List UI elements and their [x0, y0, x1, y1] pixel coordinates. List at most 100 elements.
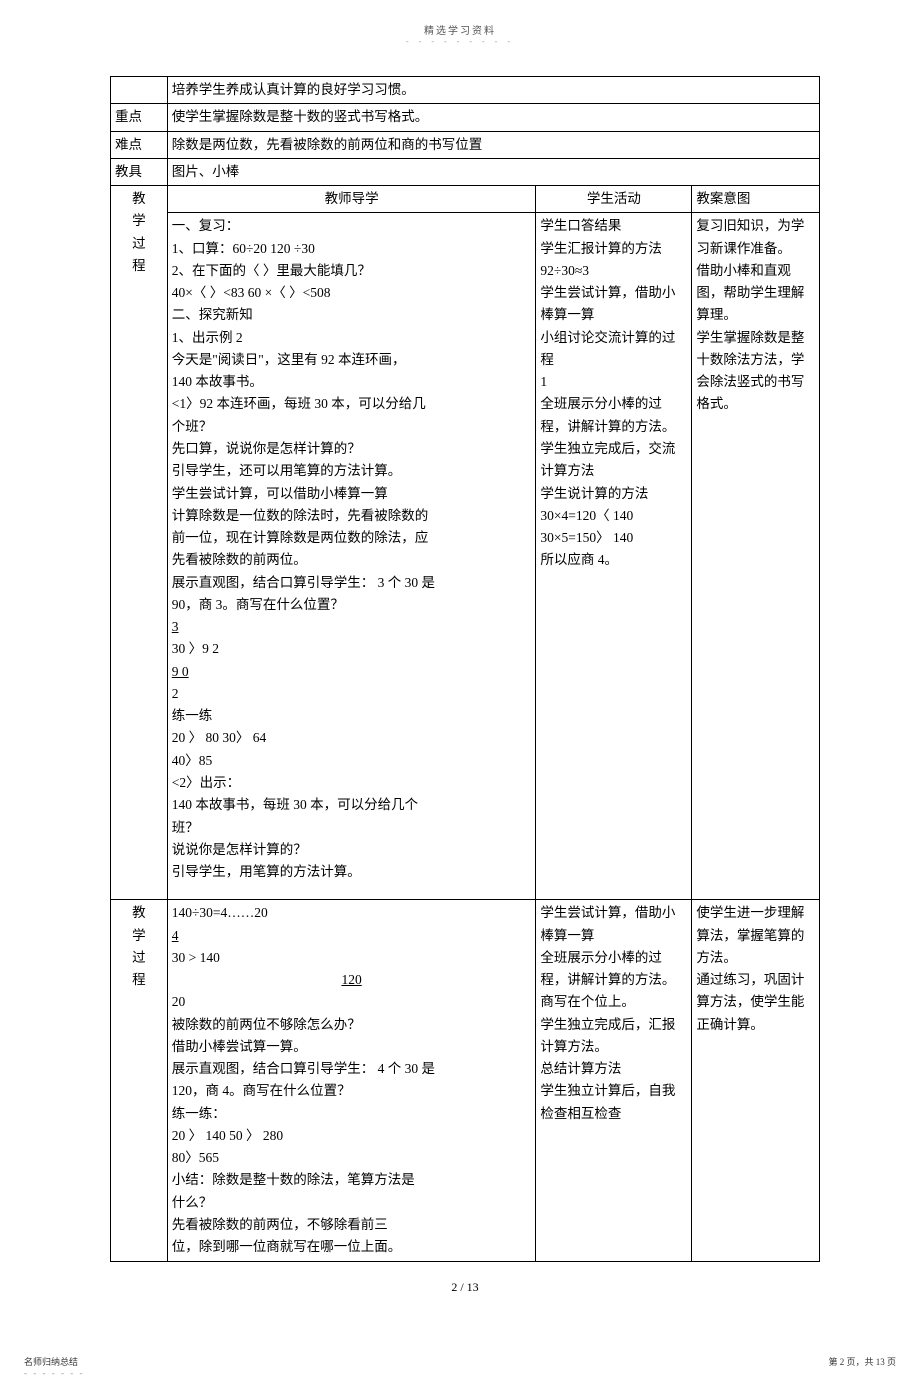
goal-label-empty	[111, 77, 168, 104]
footer-left-2: - - - - - - -	[24, 1368, 84, 1378]
intent-content-1: 复习旧知识，为学 习新课作准备。 借助小棒和直观 图，帮助学生理解 算理。 学生…	[692, 213, 820, 900]
t1-l21: 9 0	[172, 661, 532, 683]
i1-l06: 学生掌握除数是整	[696, 327, 815, 349]
s2-l05: 商写在个位上。	[540, 991, 687, 1013]
t1-l10: 个班？	[172, 416, 532, 438]
i1-l04: 图，帮助学生理解	[696, 282, 815, 304]
t1-l25: 40〉85	[172, 750, 532, 772]
t1-l11: 先口算，说说你是怎样计算的？	[172, 438, 532, 460]
t1-l20: 30 〉9 2	[172, 638, 532, 660]
i2-l02: 算法，掌握笔算的	[696, 925, 815, 947]
t2-l10: 20 〉 140 50 〉 280	[172, 1125, 532, 1147]
s1-l14: 30×4=120〈 140	[540, 505, 687, 527]
t1-l01: 一、复习：	[172, 215, 532, 237]
key-text: 使学生掌握除数是整十数的竖式书写格式。	[167, 104, 819, 131]
t1-l08: 140 本故事书。	[172, 371, 532, 393]
i2-l03: 方法。	[696, 947, 815, 969]
key-label: 重点	[111, 104, 168, 131]
s1-l15: 30×5=150〉 140	[540, 527, 687, 549]
footer-left-1: 名师归纳总结	[24, 1355, 84, 1368]
teacher-content-2: 140÷30=4……20 4 30 > 140 120 20 被除数的前两位不够…	[167, 900, 536, 1261]
i1-l09: 格式。	[696, 393, 815, 415]
lesson-plan-table: 培养学生养成认真计算的良好学习习惯。 重点 使学生掌握除数是整十数的竖式书写格式…	[110, 76, 820, 1262]
t1-l24: 20 〉 80 30〉 64	[172, 727, 532, 749]
teacher-header: 教师导学	[167, 186, 536, 213]
difficulty-row: 难点 除数是两位数，先看被除数的前两位和商的书写位置	[111, 131, 820, 158]
s1-l05: 棒算一算	[540, 304, 687, 326]
t1-l27: 140 本故事书，每班 30 本，可以分给几个	[172, 794, 532, 816]
page-number: 2 / 13	[110, 1280, 820, 1295]
t2-l03: 30 > 140	[172, 947, 532, 969]
page-container: 培养学生养成认真计算的良好学习习惯。 重点 使学生掌握除数是整十数的竖式书写格式…	[0, 76, 920, 1295]
side-label-2: 教 学 过 程	[111, 900, 168, 1261]
tool-text: 图片、小棒	[167, 158, 819, 185]
i1-l05: 算理。	[696, 304, 815, 326]
s1-l01: 学生口答结果	[540, 215, 687, 237]
t1-l09: <1〉92 本连环画，每班 30 本，可以分给几	[172, 393, 532, 415]
t1-l26: <2〉出示：	[172, 772, 532, 794]
s2-l03: 全班展示分小棒的过	[540, 947, 687, 969]
t2-l04b: 20	[172, 991, 532, 1013]
difficulty-label: 难点	[111, 131, 168, 158]
t1-l12: 引导学生，还可以用笔算的方法计算。	[172, 460, 532, 482]
s1-l07: 程	[540, 349, 687, 371]
t2-l13: 什么？	[172, 1192, 532, 1214]
i1-l07: 十数除法方法，学	[696, 349, 815, 371]
t2-l12: 小结：除数是整十数的除法，笔算方法是	[172, 1169, 532, 1191]
s1-l10: 程，讲解计算的方法。	[540, 416, 687, 438]
i2-l01: 使学生进一步理解	[696, 902, 815, 924]
page-footer: 名师归纳总结 - - - - - - - 第 2 页，共 13 页	[0, 1295, 920, 1388]
t1-l02: 1、口算：60÷20 120 ÷30	[172, 238, 532, 260]
t2-l11: 80〉565	[172, 1147, 532, 1169]
footer-left: 名师归纳总结 - - - - - - -	[24, 1355, 84, 1378]
t1-l03: 2、在下面的〈 〉里最大能填几？	[172, 260, 532, 282]
t1-l17: 展示直观图，结合口算引导学生： 3 个 30 是	[172, 572, 532, 594]
t2-l08: 120，商 4。商写在什么位置？	[172, 1080, 532, 1102]
intent-header: 教案意图	[692, 186, 820, 213]
i2-l06: 正确计算。	[696, 1014, 815, 1036]
s2-l09: 学生独立计算后，自我	[540, 1080, 687, 1102]
goal-row: 培养学生养成认真计算的良好学习习惯。	[111, 77, 820, 104]
top-header: 精选学习资料	[0, 0, 920, 37]
column-header-row: 教 学 过 程 教师导学 学生活动 教案意图	[111, 186, 820, 213]
s2-l06: 学生独立完成后，汇报	[540, 1014, 687, 1036]
t2-l09: 练一练：	[172, 1103, 532, 1125]
student-content-1: 学生口答结果 学生汇报计算的方法 92÷30≈3 学生尝试计算，借助小 棒算一算…	[536, 213, 692, 900]
t1-l16: 先看被除数的前两位。	[172, 549, 532, 571]
s2-l01: 学生尝试计算，借助小	[540, 902, 687, 924]
s1-l04: 学生尝试计算，借助小	[540, 282, 687, 304]
i1-l02: 习新课作准备。	[696, 238, 815, 260]
t1-l23: 练一练	[172, 705, 532, 727]
t1-l19: 3	[172, 616, 532, 638]
s2-l10: 检查相互检查	[540, 1103, 687, 1125]
student-header: 学生活动	[536, 186, 692, 213]
s1-l16: 所以应商 4。	[540, 549, 687, 571]
difficulty-text: 除数是两位数，先看被除数的前两位和商的书写位置	[167, 131, 819, 158]
tool-label: 教具	[111, 158, 168, 185]
t1-l30: 引导学生，用笔算的方法计算。	[172, 861, 532, 883]
spacer	[172, 883, 532, 897]
footer-right: 第 2 页，共 13 页	[828, 1355, 896, 1378]
t1-l29: 说说你是怎样计算的？	[172, 839, 532, 861]
t1-l04: 40×〈 〉<83 60 ×〈 〉<508	[172, 282, 532, 304]
t1-l07: 今天是"阅读日"，这里有 92 本连环画，	[172, 349, 532, 371]
t1-l15: 前一位，现在计算除数是两位数的除法，应	[172, 527, 532, 549]
s2-l04: 程，讲解计算的方法。	[540, 969, 687, 991]
s1-l02: 学生汇报计算的方法	[540, 238, 687, 260]
side-label-1: 教 学 过 程	[111, 186, 168, 900]
t1-l06: 1、出示例 2	[172, 327, 532, 349]
t2-l01: 140÷30=4……20	[172, 902, 532, 924]
s1-l11: 学生独立完成后，交流	[540, 438, 687, 460]
s1-l13: 学生说计算的方法	[540, 483, 687, 505]
tool-row: 教具 图片、小棒	[111, 158, 820, 185]
s1-l08: 1	[540, 371, 687, 393]
i1-l03: 借助小棒和直观	[696, 260, 815, 282]
s1-l09: 全班展示分小棒的过	[540, 393, 687, 415]
t1-l14: 计算除数是一位数的除法时，先看被除数的	[172, 505, 532, 527]
key-row: 重点 使学生掌握除数是整十数的竖式书写格式。	[111, 104, 820, 131]
t2-l02: 4	[172, 925, 532, 947]
t1-l13: 学生尝试计算，可以借助小棒算一算	[172, 483, 532, 505]
t1-l18: 90，商 3。商写在什么位置？	[172, 594, 532, 616]
i1-l08: 会除法竖式的书写	[696, 371, 815, 393]
t2-l07: 展示直观图，结合口算引导学生： 4 个 30 是	[172, 1058, 532, 1080]
